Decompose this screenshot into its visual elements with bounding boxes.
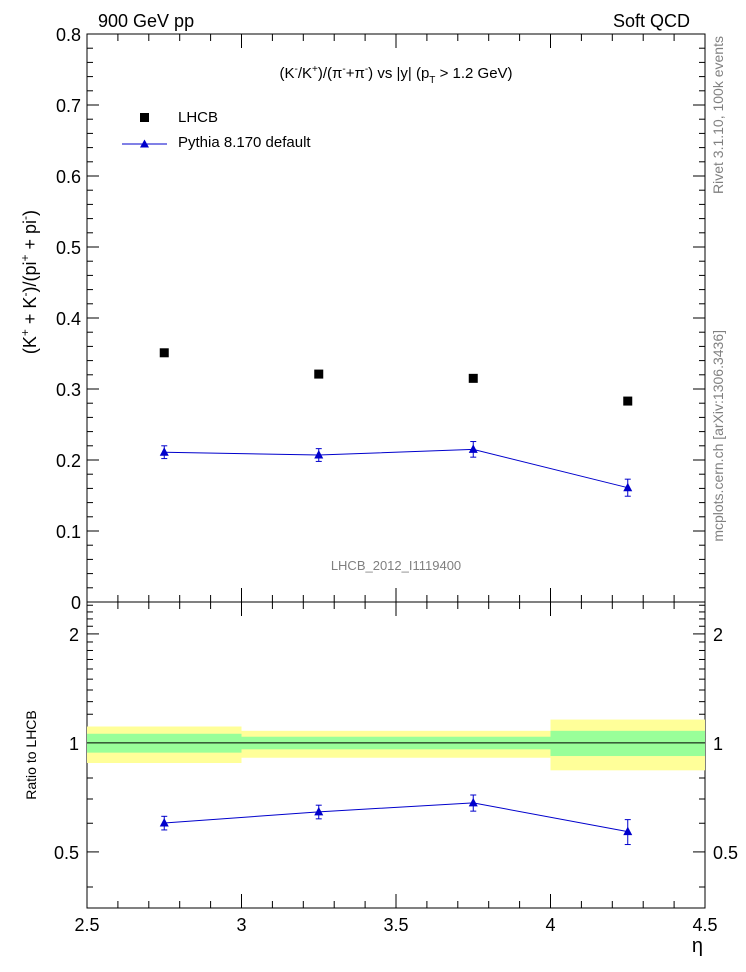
x-tick-label: 2.5 — [74, 915, 99, 935]
main-y-tick-label: 0.8 — [56, 25, 81, 45]
main-axis-ticks: 0 0.1 0.2 0.3 0.4 0.5 0.6 0.7 0.8 — [56, 25, 706, 613]
ratio-y-axis-label: Ratio to LHCB — [23, 710, 39, 799]
lhcb-data-point — [159, 348, 169, 358]
ratio-data-point — [623, 826, 633, 836]
analysis-watermark: LHCB_2012_I1119400 — [331, 558, 461, 573]
legend-lhcb-label: LHCB — [178, 109, 218, 126]
legend-pythia-marker — [140, 139, 149, 148]
rivet-label: Rivet 3.1.10, 100k events — [710, 36, 726, 194]
ratio-y-tick-label: 0.5 — [54, 843, 79, 863]
main-y-tick-label: 0.5 — [56, 238, 81, 258]
header-left: 900 GeV pp — [98, 11, 194, 31]
ratio-data-point — [314, 806, 324, 816]
ratio-pythia-line — [164, 802, 628, 833]
x-tick-label: 3.5 — [383, 915, 408, 935]
x-tick-label: 3 — [236, 915, 246, 935]
lhcb-data-point — [314, 369, 324, 379]
main-y-axis-label: (K+ + K-)/(pi+ + pi-) — [18, 210, 40, 354]
ratio-y-tick-label-right: 1 — [713, 734, 723, 754]
main-series — [159, 348, 633, 497]
pythia-data-point — [468, 444, 478, 453]
ratio-band-inner — [550, 730, 705, 757]
ratio-y-tick-label-right: 0.5 — [713, 843, 738, 863]
x-tick-label: 4 — [545, 915, 555, 935]
main-y-tick-label: 0.7 — [56, 96, 81, 116]
ratio-series — [159, 794, 633, 846]
ratio-uncertainty-bands — [87, 719, 705, 771]
main-y-tick-label: 0.1 — [56, 522, 81, 542]
legend-pythia-label: Pythia 8.170 default — [178, 134, 311, 151]
ratio-data-point — [159, 817, 169, 827]
ratio-y-tick-label-right: 2 — [713, 625, 723, 645]
main-y-tick-label: 0.4 — [56, 309, 81, 329]
mcplots-label: mcplots.cern.ch [arXiv:1306.3436] — [710, 330, 726, 542]
pythia-data-point — [314, 450, 324, 459]
ratio-data-point — [468, 797, 478, 807]
lhcb-data-point — [468, 373, 478, 383]
main-y-tick-label: 0.3 — [56, 380, 81, 400]
pythia-data-point — [623, 482, 633, 492]
lhcb-data-point — [623, 396, 633, 406]
main-y-tick-label: 0 — [71, 593, 81, 613]
x-tick-label: 4.5 — [692, 915, 717, 935]
header-right: Soft QCD — [613, 11, 690, 31]
pythia-data-point — [159, 447, 169, 456]
main-y-tick-label: 0.2 — [56, 451, 81, 471]
legend-lhcb-marker — [140, 113, 149, 122]
ratio-y-tick-label: 1 — [69, 734, 79, 754]
plot-title: (K-/K+)/(π-+π-) vs |y| (pT > 1.2 GeV) — [279, 64, 512, 86]
pythia-line — [164, 448, 628, 489]
main-y-tick-label: 0.6 — [56, 167, 81, 187]
ratio-y-tick-label: 2 — [69, 625, 79, 645]
x-axis-label: η — [692, 935, 703, 957]
legend: LHCB Pythia 8.170 default — [122, 109, 311, 151]
